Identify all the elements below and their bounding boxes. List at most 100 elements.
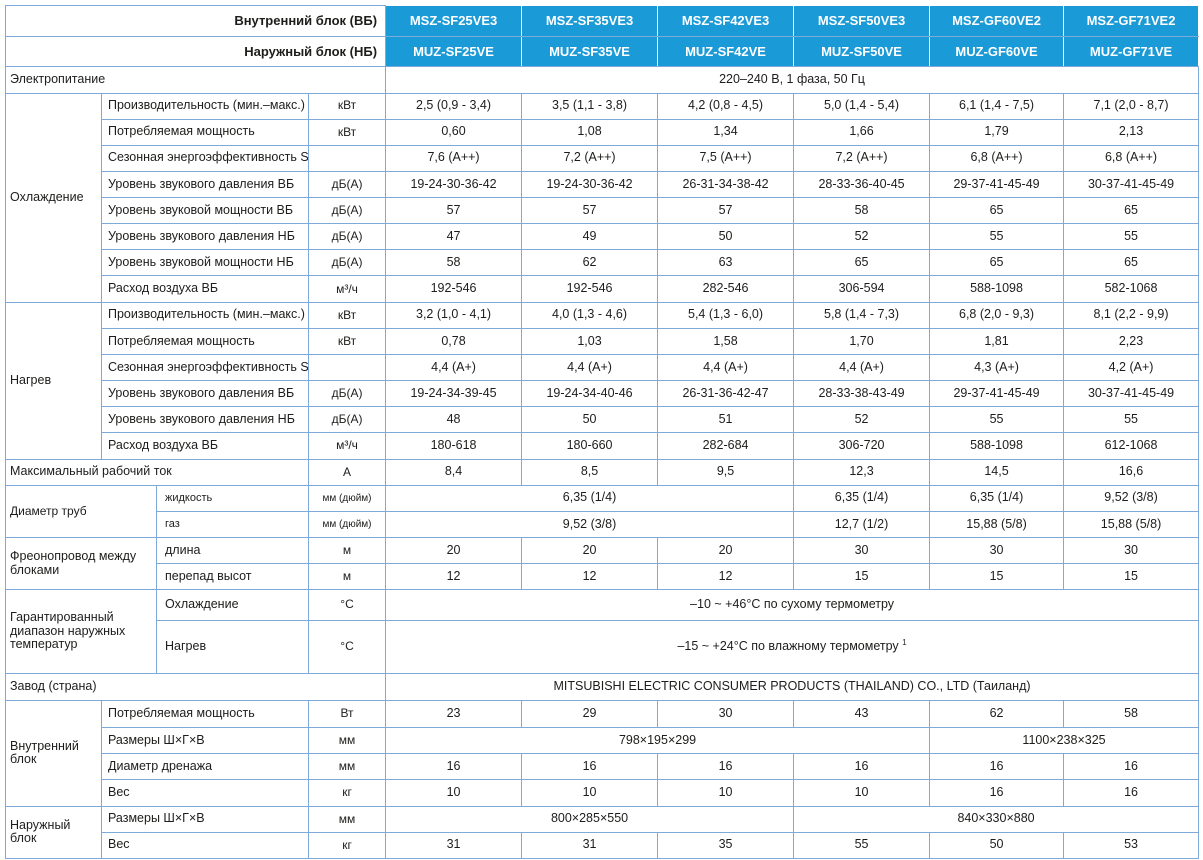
value-cell: 10 bbox=[793, 779, 931, 807]
value-cell: 58 bbox=[793, 197, 931, 225]
value-cell: 58 bbox=[385, 249, 523, 277]
value-cell: 2,23 bbox=[1063, 327, 1200, 356]
unit-cell: м³/ч bbox=[307, 432, 387, 460]
unit-cell: мм bbox=[307, 805, 387, 833]
cooling-row: Уровень звукового давления НБ дБ(А) 47 49 50… bbox=[6, 223, 1200, 251]
unit-cell: м bbox=[307, 537, 387, 565]
value-cell: 6,35 (1/4) bbox=[793, 484, 931, 512]
param-label: Расход воздуха ВБ bbox=[101, 432, 309, 460]
value-cell: 12 bbox=[385, 563, 523, 591]
indoor-drain-row: Диаметр дренажа мм 16 16 16 16 16 16 bbox=[6, 753, 1200, 781]
temp-heating-cell: –15 ~ +24°С по влажному термометру 1 bbox=[385, 619, 1200, 674]
indoor-weight-label: Вес bbox=[101, 779, 309, 807]
indoor-power-label: Потребляемая мощность bbox=[101, 699, 309, 729]
value-cell: 582-1068 bbox=[1063, 275, 1200, 303]
value-cell: 26-31-36-42-47 bbox=[657, 380, 795, 408]
max-current-label: Максимальный рабочий ток bbox=[5, 458, 309, 486]
unit-cell: дБ(А) bbox=[307, 170, 387, 199]
cooling-section: Охлаждение Производительность (мин.–макс.… bbox=[5, 92, 1200, 303]
temp-heating-label: Нагрев bbox=[156, 619, 309, 674]
value-cell: 6,35 (1/4) bbox=[385, 484, 795, 512]
max-current-row: Максимальный рабочий ток А 8,4 8,5 9,5 1… bbox=[5, 458, 1200, 486]
heating-row: Сезонная энергоэффективность SCOP 4,4 (A+… bbox=[6, 353, 1200, 382]
value-cell: 6,35 (1/4) bbox=[929, 484, 1065, 512]
param-label: Сезонная энергоэффективность SCOP bbox=[101, 353, 309, 382]
value-cell: 55 bbox=[1063, 406, 1200, 434]
cooling-row: Потребляемая мощность кВт 0,60 1,08 1,34 1,66… bbox=[6, 118, 1200, 146]
value-cell: 8,1 (2,2 - 9,9) bbox=[1063, 301, 1200, 329]
value-cell: 55 bbox=[929, 223, 1065, 251]
value-cell: 6,1 (1,4 - 7,5) bbox=[929, 92, 1065, 120]
value-cell: 20 bbox=[385, 537, 523, 565]
value-cell: 28-33-38-43-49 bbox=[793, 380, 931, 408]
value-cell: 31 bbox=[521, 831, 659, 860]
heating-row: Нагрев Производительность (мин.–макс.) кВт… bbox=[5, 301, 1200, 460]
cooling-row: Уровень звуковой мощности ВБ дБ(А) 57 57 57 5… bbox=[6, 197, 1200, 225]
value-cell: 1,81 bbox=[929, 327, 1065, 356]
value-cell: 1,08 bbox=[521, 118, 659, 146]
outdoor-weight-label: Вес bbox=[101, 831, 309, 860]
value-cell: 15 bbox=[929, 563, 1065, 591]
value-cell: 53 bbox=[1063, 831, 1200, 860]
value-cell: 50 bbox=[521, 406, 659, 434]
value-cell: 6,8 (A++) bbox=[1063, 144, 1200, 172]
indoor-dims-label: Размеры Ш×Г×В bbox=[101, 727, 309, 755]
value-cell: 306-720 bbox=[793, 432, 931, 460]
value-cell: 5,0 (1,4 - 5,4) bbox=[793, 92, 931, 120]
cooling-row: Уровень звуковой мощности НБ дБ(А) 58 62 63 6… bbox=[6, 249, 1200, 277]
value-cell: 43 bbox=[793, 699, 931, 729]
unit-cell: кВт bbox=[307, 327, 387, 356]
value-cell: 63 bbox=[657, 249, 795, 277]
value-cell: 55 bbox=[1063, 223, 1200, 251]
pipe-liquid-row: Диаметр труб жидкость мм (дюйм) 6,35 (1/… bbox=[5, 484, 1200, 539]
value-cell: 588-1098 bbox=[929, 432, 1065, 460]
heating-row: Расход воздуха ВБ м³/ч 180-618 180-660 282-6… bbox=[6, 432, 1200, 460]
heating-row: Уровень звукового давления НБ дБ(А) 48 50 51… bbox=[6, 406, 1200, 434]
unit-cell: кг bbox=[307, 779, 387, 807]
value-cell: 57 bbox=[385, 197, 523, 225]
unit-cell: дБ(А) bbox=[307, 406, 387, 434]
value-cell: 28-33-36-40-45 bbox=[793, 170, 931, 199]
heating-row: Уровень звукового давления ВБ дБ(А) 19-24-… bbox=[6, 380, 1200, 408]
value-cell: 7,2 (A++) bbox=[793, 144, 931, 172]
indoor-model: MSZ-SF50VE3 bbox=[793, 4, 931, 38]
line-length-row: Фреонопровод между блоками длина м 20 20… bbox=[5, 537, 1200, 591]
param-label: Расход воздуха ВБ bbox=[101, 275, 309, 303]
value-cell: 6,8 (2,0 - 9,3) bbox=[929, 301, 1065, 329]
value-cell: 1,70 bbox=[793, 327, 931, 356]
unit-cell: °С bbox=[307, 619, 387, 674]
value-cell: 50 bbox=[929, 831, 1065, 860]
value-cell: 8,5 bbox=[521, 458, 659, 486]
heating-group-label: Нагрев bbox=[5, 301, 102, 460]
value-cell: 16 bbox=[793, 753, 931, 781]
outdoor-model: MUZ-SF25VE bbox=[385, 36, 523, 68]
value-cell: 35 bbox=[657, 831, 795, 860]
param-label: Уровень звукового давления НБ bbox=[101, 223, 309, 251]
unit-cell: м bbox=[307, 563, 387, 591]
value-cell: 5,8 (1,4 - 7,3) bbox=[793, 301, 931, 329]
value-cell: 4,4 (A+) bbox=[385, 353, 523, 382]
unit-cell: мм (дюйм) bbox=[307, 510, 387, 539]
value-cell: 6,8 (A++) bbox=[929, 144, 1065, 172]
param-label: Уровень звуковой мощности ВБ bbox=[101, 197, 309, 225]
value-cell: 31 bbox=[385, 831, 523, 860]
cooling-row: Уровень звукового давления ВБ дБ(А) 19-24-… bbox=[6, 170, 1200, 199]
unit-cell: А bbox=[307, 458, 387, 486]
value-cell: 65 bbox=[1063, 197, 1200, 225]
unit-cell: кВт bbox=[307, 92, 387, 120]
value-cell: 2,13 bbox=[1063, 118, 1200, 146]
unit-cell: °С bbox=[307, 589, 387, 621]
value-cell: 49 bbox=[521, 223, 659, 251]
pipe-gas-label: газ bbox=[156, 510, 309, 539]
outdoor-model: MUZ-SF42VE bbox=[657, 36, 795, 68]
indoor-model-row: Внутренний блок (ВБ) MSZ-SF25VE3 MSZ-SF3… bbox=[4, 4, 1200, 38]
value-cell: 48 bbox=[385, 406, 523, 434]
unit-cell: дБ(А) bbox=[307, 380, 387, 408]
value-cell: 588-1098 bbox=[929, 275, 1065, 303]
temp-heating-value: –15 ~ +24°С по влажному термометру bbox=[677, 639, 899, 654]
value-cell: 51 bbox=[657, 406, 795, 434]
factory-label: Завод (страна) bbox=[4, 672, 387, 701]
heating-section: Нагрев Производительность (мин.–макс.) кВт… bbox=[5, 301, 1200, 460]
value-cell: 16 bbox=[1063, 779, 1200, 807]
indoor-model: MSZ-SF35VE3 bbox=[521, 4, 659, 38]
